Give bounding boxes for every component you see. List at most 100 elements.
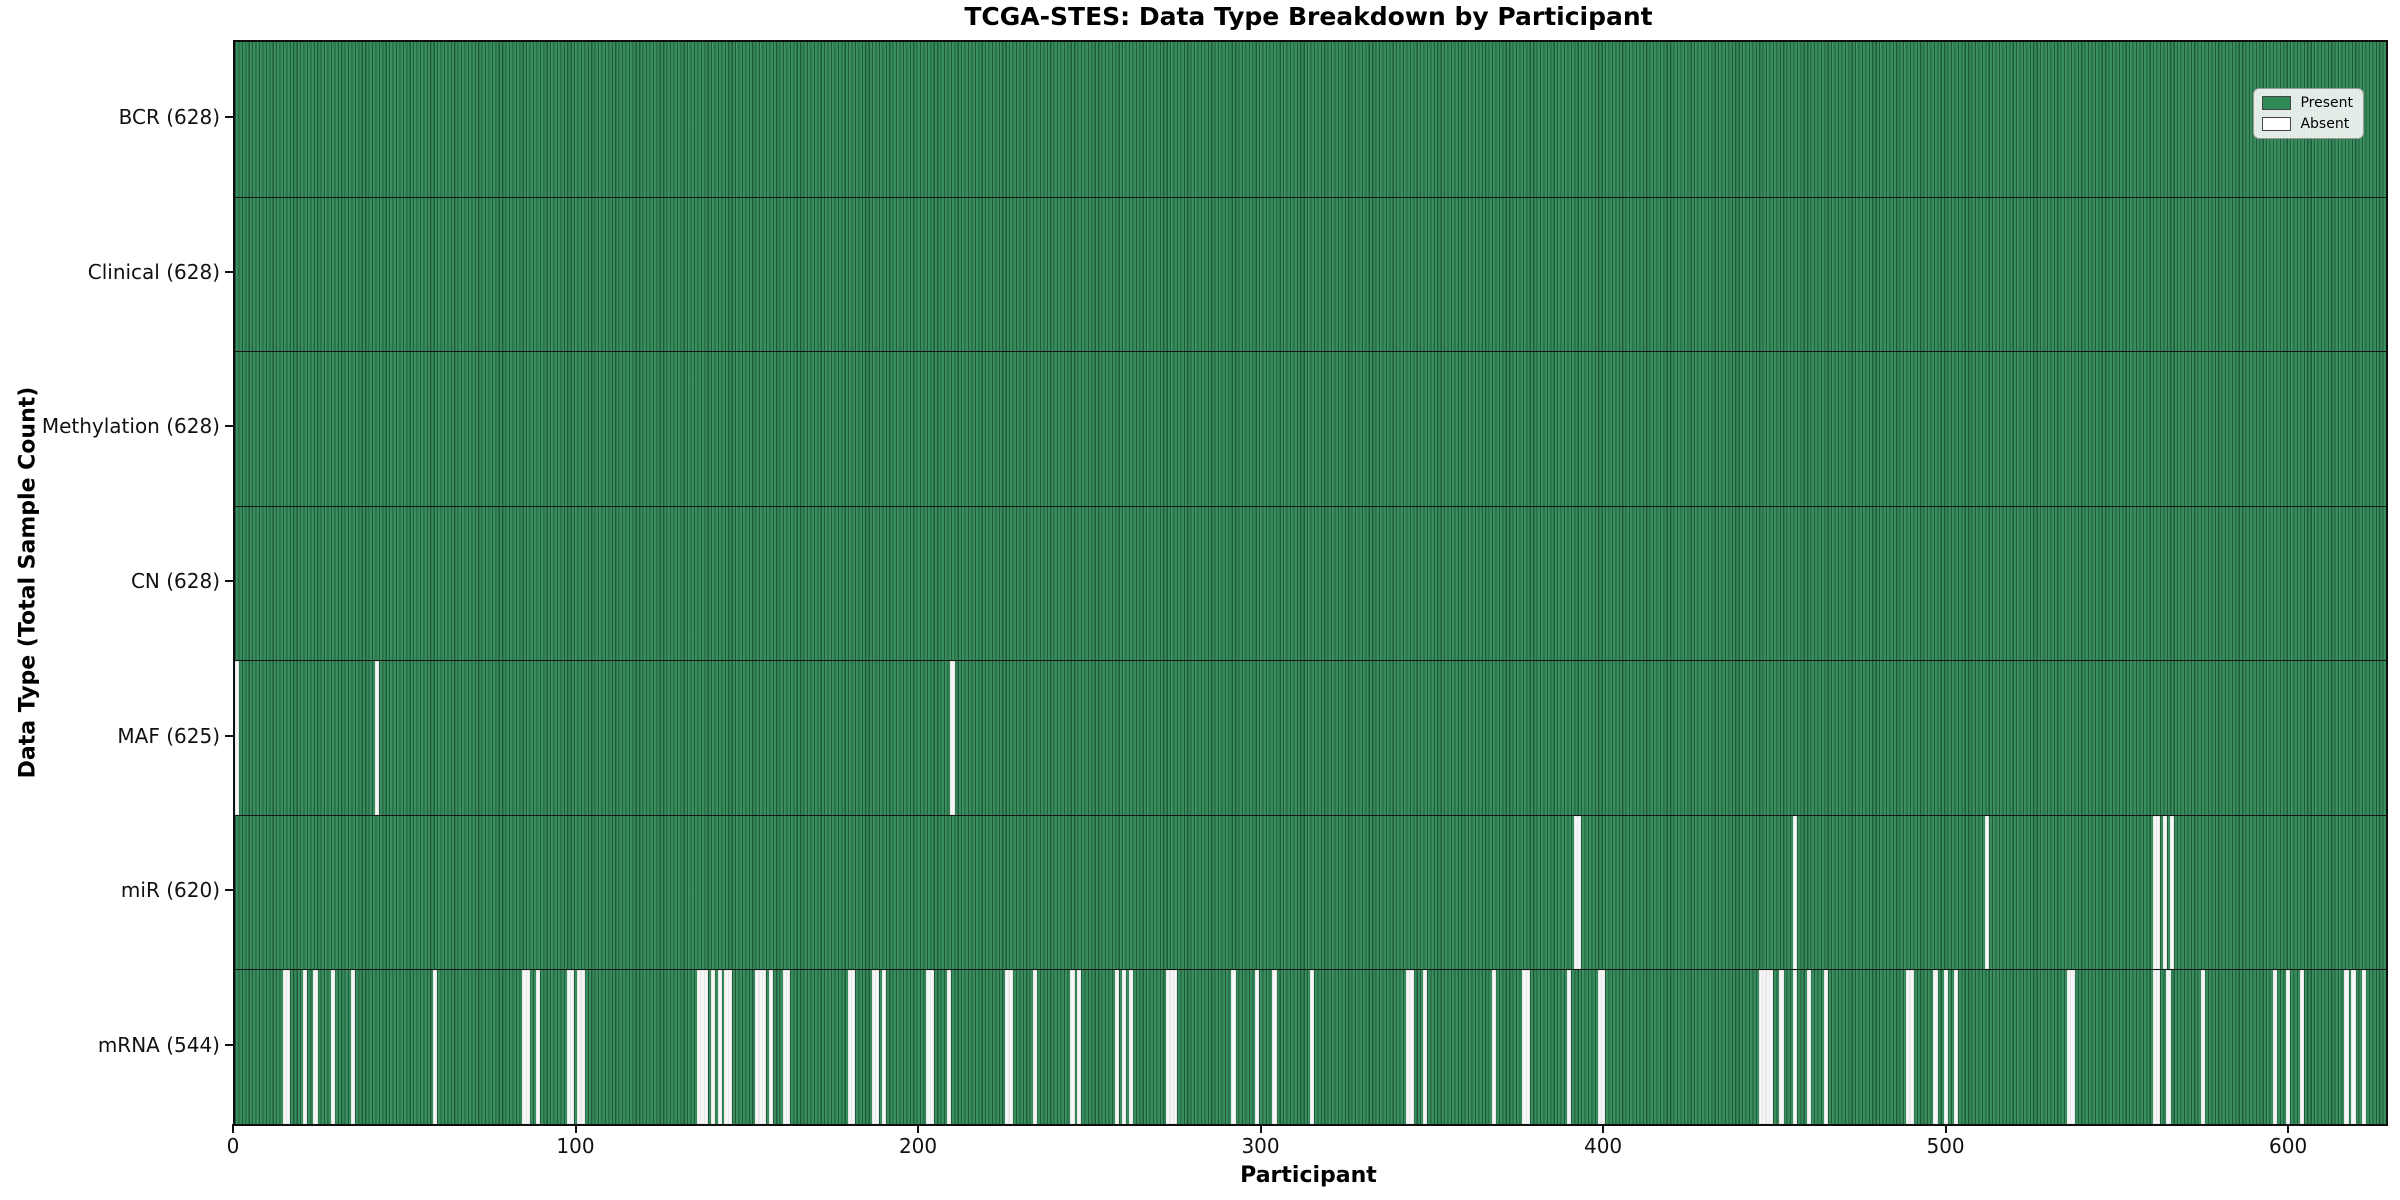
ytick-label-maf: MAF (625) [117,723,220,748]
absent-stripe-mrna-451 [1779,970,1784,1124]
absent-stripe-mrna-233 [1032,970,1037,1124]
absent-stripe-mrna-189 [881,970,887,1124]
absent-stripe-mrna-455 [1793,970,1798,1124]
ytick-label-mrna: mRNA (544) [97,1032,220,1057]
absent-stripe-maf-209 [950,661,955,815]
absent-stripe-mrna-445 [1758,970,1763,1124]
absent-stripe-maf-0 [234,661,239,815]
absent-stripe-mrna-225 [1005,970,1010,1124]
absent-stripe-mrna-257 [1114,970,1120,1124]
xtick-label-400: 400 [1583,1134,1623,1158]
ytick-mark-mrna [225,1043,234,1046]
ytick-label-cn: CN (628) [130,569,220,593]
row-mrna [235,969,2386,1124]
absent-stripe-mrna-144 [727,970,732,1124]
absent-stripe-mrna-618 [2351,970,2356,1124]
xtick-label-200: 200 [898,1134,938,1158]
absent-stripe-mrna-88 [536,970,541,1124]
xtick-label-300: 300 [1241,1134,1280,1158]
absent-stripe-mrna-347 [1423,970,1428,1124]
absent-stripe-mrna-153 [758,970,763,1124]
absent-stripe-mrna-85 [525,970,530,1124]
legend-item-absent: Absent [2262,116,2353,132]
ytick-mark-clinical [225,270,234,273]
absent-stripe-mrna-152 [755,970,760,1124]
absent-stripe-mrna-135 [696,970,702,1124]
xtick-mark-600 [2287,1124,2290,1133]
absent-stripe-mrna-160 [782,970,787,1124]
absent-stripe-mrna-502 [1954,970,1959,1124]
absent-stripe-mrna-488 [1906,970,1911,1124]
row-mir [235,814,2386,970]
absent-stripe-mrna-560 [2152,970,2157,1124]
absent-stripe-mrna-156 [768,970,774,1124]
absent-stripe-mrna-496 [1933,970,1938,1124]
chart-title: TCGA-STES: Data Type Breakdown by Partic… [964,2,1653,31]
absent-stripe-mir-455 [1793,815,1798,970]
absent-stripe-mrna-274 [1173,970,1178,1124]
absent-stripe-mrna-574 [2200,970,2205,1124]
absent-stripe-mrna-139 [710,970,715,1124]
absent-stripe-mrna-180 [851,970,856,1124]
xtick-mark-400 [1602,1124,1605,1133]
absent-stripe-mrna-376 [1522,970,1527,1124]
absent-stripe-mrna-261 [1128,970,1133,1124]
ytick-label-mir: miR (620) [120,878,220,903]
absent-stripe-mrna-621 [2361,970,2366,1124]
row-methylation [235,351,2386,506]
absent-stripe-mrna-291 [1231,970,1236,1124]
absent-stripe-mrna-203 [929,970,935,1124]
ytick-mark-cn [225,580,234,582]
absent-stripe-mrna-595 [2272,970,2277,1124]
legend-item-present: Present [2262,95,2353,111]
ytick-mark-bcr [225,116,234,119]
absent-stripe-mir-392 [1577,815,1582,970]
absent-stripe-mrna-536 [2070,970,2075,1124]
absent-stripe-mrna-28 [330,970,335,1124]
absent-stripe-mrna-599 [2286,970,2291,1124]
ytick-mark-mir [225,889,234,892]
absent-stripe-mrna-535 [2067,970,2072,1124]
xtick-label-500: 500 [1926,1134,1965,1158]
absent-stripe-mrna-100 [577,970,582,1124]
row-bcr [235,42,2386,197]
absent-stripe-mir-560 [2152,815,2157,970]
absent-stripe-mrna-20 [303,970,308,1124]
absent-stripe-mrna-446 [1762,970,1767,1124]
xtick-mark-200 [917,1124,920,1133]
absent-stripe-mrna-561 [2156,970,2161,1124]
absent-stripe-mir-511 [1984,815,1990,970]
absent-stripe-mrna-603 [2299,970,2305,1124]
ytick-mark-methylation [225,425,234,428]
absent-stripe-mrna-84 [522,970,527,1124]
xtick-mark-0 [232,1124,234,1133]
ytick-label-clinical: Clinical (628) [87,259,220,284]
absent-stripe-mrna-447 [1765,970,1770,1124]
absent-stripe-mir-391 [1573,815,1579,970]
row-maf [234,660,2386,815]
xtick-label-100: 100 [556,1134,595,1158]
absent-stripe-mrna-101 [580,970,585,1124]
absent-stripe-mrna-259 [1121,970,1126,1124]
present-bars-texture [235,42,2386,1124]
absent-stripe-mrna-377 [1525,970,1531,1124]
absent-stripe-mir-565 [2169,815,2174,970]
absent-stripe-mrna-389 [1566,970,1572,1124]
legend-swatch-present [2262,96,2292,110]
absent-stripe-mir-563 [2162,815,2168,970]
absent-stripe-mrna-272 [1166,970,1171,1124]
absent-stripe-mrna-273 [1169,970,1174,1124]
absent-stripe-mrna-161 [786,970,791,1124]
absent-stripe-mrna-448 [1769,970,1774,1124]
absent-stripe-mrna-226 [1008,970,1013,1124]
legend-label-absent: Absent [2300,116,2350,132]
absent-stripe-mrna-342 [1406,970,1411,1124]
absent-stripe-mrna-186 [871,970,876,1124]
absent-stripe-mrna-179 [847,970,852,1124]
xtick-mark-300 [1259,1124,1262,1133]
row-cn [235,505,2386,661]
xtick-label-600: 600 [2269,1134,2308,1158]
ytick-label-bcr: BCR (628) [118,105,220,130]
absent-stripe-mrna-137 [703,970,709,1124]
absent-stripe-mrna-459 [1806,970,1811,1124]
